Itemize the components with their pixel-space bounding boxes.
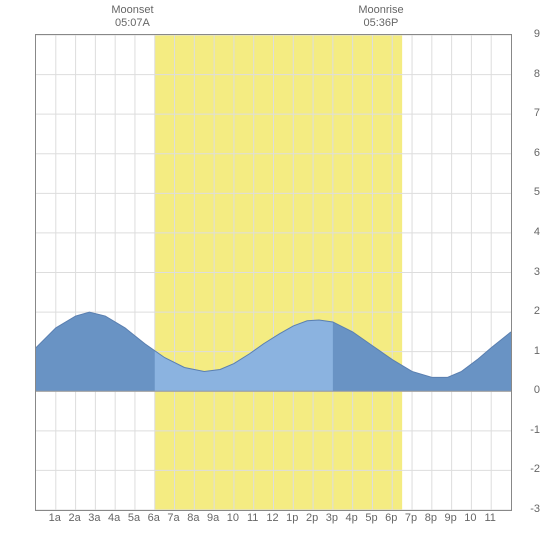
x-tick-label: 11 bbox=[484, 512, 495, 524]
y-axis: -3-2-10123456789 bbox=[520, 34, 540, 509]
y-tick-label: 2 bbox=[520, 305, 540, 317]
x-tick-label: 5p bbox=[365, 512, 377, 524]
x-tick-label: 10 bbox=[464, 512, 476, 524]
y-tick-label: 4 bbox=[520, 226, 540, 238]
moonset-time: 05:07A bbox=[111, 17, 153, 30]
x-tick-label: 8p bbox=[425, 512, 437, 524]
y-tick-label: 7 bbox=[520, 107, 540, 119]
y-tick-label: 6 bbox=[520, 147, 540, 159]
tide-chart: Moonset 05:07A Moonrise 05:36P -3-2-1012… bbox=[0, 0, 550, 550]
moonset-label: Moonset 05:07A bbox=[111, 4, 153, 30]
y-tick-label: -3 bbox=[520, 503, 540, 515]
y-tick-label: 9 bbox=[520, 28, 540, 40]
y-tick-label: 5 bbox=[520, 186, 540, 198]
x-tick-label: 8a bbox=[187, 512, 199, 524]
x-tick-label: 1p bbox=[286, 512, 298, 524]
moonrise-title: Moonrise bbox=[358, 4, 403, 17]
x-tick-label: 12 bbox=[266, 512, 278, 524]
moonrise-label: Moonrise 05:36P bbox=[358, 4, 403, 30]
y-tick-label: -1 bbox=[520, 424, 540, 436]
x-tick-label: 3a bbox=[88, 512, 100, 524]
x-tick-label: 7a bbox=[167, 512, 179, 524]
y-tick-label: 0 bbox=[520, 384, 540, 396]
x-axis: 1a 2a 3a 4a 5a 6a 7a 8a 9a 10 11 12 1p 2p 3p 4p 5p 6p 7p 8p… bbox=[35, 512, 510, 532]
x-tick-label: 6p bbox=[385, 512, 397, 524]
x-tick-label: 7p bbox=[405, 512, 417, 524]
x-tick-label: 9a bbox=[207, 512, 219, 524]
x-tick-label: 2p bbox=[306, 512, 318, 524]
moonset-title: Moonset bbox=[111, 4, 153, 17]
header-labels: Moonset 05:07A Moonrise 05:36P bbox=[0, 4, 550, 34]
x-tick-label: 6a bbox=[148, 512, 160, 524]
y-tick-label: 8 bbox=[520, 68, 540, 80]
x-tick-label: 5a bbox=[128, 512, 140, 524]
plot-area bbox=[35, 34, 512, 511]
x-tick-label: 11 bbox=[247, 512, 258, 524]
x-tick-label: 4p bbox=[346, 512, 358, 524]
y-tick-label: 1 bbox=[520, 345, 540, 357]
x-tick-label: 4a bbox=[108, 512, 120, 524]
x-tick-label: 9p bbox=[445, 512, 457, 524]
x-tick-label: 3p bbox=[326, 512, 338, 524]
x-tick-label: 10 bbox=[227, 512, 239, 524]
y-tick-label: 3 bbox=[520, 266, 540, 278]
moonrise-time: 05:36P bbox=[358, 17, 403, 30]
chart-svg bbox=[36, 35, 511, 510]
x-tick-label: 2a bbox=[68, 512, 80, 524]
y-tick-label: -2 bbox=[520, 463, 540, 475]
x-tick-label: 1a bbox=[49, 512, 61, 524]
